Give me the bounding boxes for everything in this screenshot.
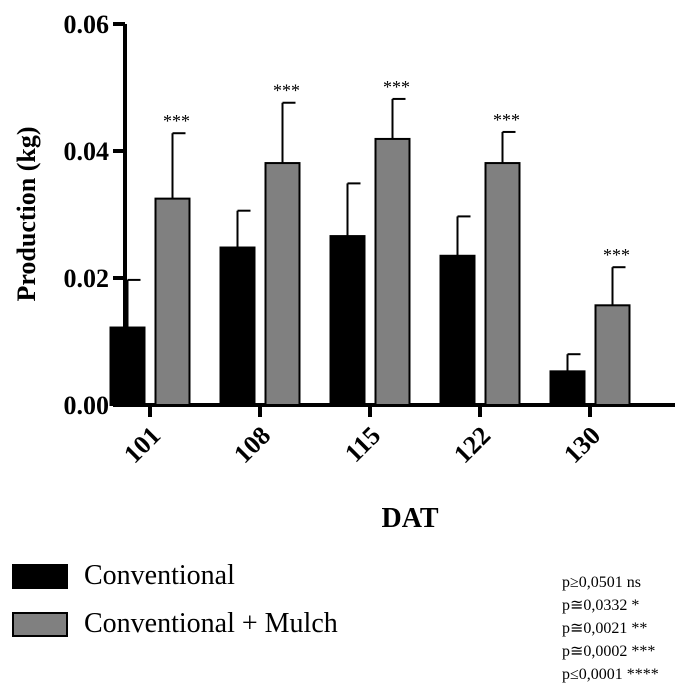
significance-label: *** — [163, 111, 190, 131]
x-tick-label: 108 — [228, 421, 276, 469]
significance-label: *** — [273, 81, 300, 101]
x-axis-label: DAT — [381, 503, 438, 534]
significance-key-line: p≅0,0002 *** — [562, 643, 656, 660]
y-tick-label: 0.02 — [64, 264, 110, 293]
significance-key-line: p≅0,0332 * — [562, 597, 640, 614]
significance-key: p≥0,0501 ns p≅0,0332 * p≅0,0021 ** p≅0,0… — [562, 571, 694, 686]
significance-key-line: p≤0,0001 **** — [562, 666, 659, 683]
y-tick-label: 0.06 — [64, 10, 110, 39]
significance-label: *** — [493, 110, 520, 130]
significance-key-line: p≅0,0021 ** — [562, 620, 648, 637]
bar-chart: *** *** *** *** *** 0.00 0.02 0.04 0.06 101 108 11… — [12, 10, 675, 534]
significance-label: *** — [603, 245, 630, 265]
x-tick-label: 101 — [118, 421, 166, 469]
significance-label: *** — [383, 77, 410, 97]
x-tick-label: 122 — [448, 421, 496, 469]
bar — [594, 304, 631, 406]
x-tick-label: 115 — [339, 421, 386, 468]
significance-key-line: p≥0,0501 ns — [562, 574, 642, 591]
bar — [374, 137, 411, 406]
legend: Conventional Conventional + Mulch — [12, 560, 338, 656]
bar — [549, 370, 586, 406]
bar — [484, 162, 521, 406]
legend-swatch-conventional — [12, 563, 68, 589]
legend-label-conventional: Conventional — [84, 560, 235, 591]
bar — [109, 326, 146, 406]
legend-swatch-mulch — [12, 611, 68, 637]
x-tick-label: 130 — [558, 421, 606, 469]
bar — [329, 235, 366, 406]
bar — [154, 197, 191, 406]
y-tick-label: 0.04 — [64, 137, 110, 166]
bars: *** *** *** *** *** — [109, 77, 631, 406]
bar — [219, 246, 256, 406]
legend-item-conventional: Conventional — [12, 560, 338, 592]
legend-label-mulch: Conventional + Mulch — [84, 608, 338, 639]
y-axis-label: Production (kg) — [12, 126, 41, 301]
y-tick-label: 0.00 — [64, 391, 110, 420]
bar — [439, 254, 476, 406]
bar — [264, 162, 301, 406]
legend-item-mulch: Conventional + Mulch — [12, 608, 338, 640]
